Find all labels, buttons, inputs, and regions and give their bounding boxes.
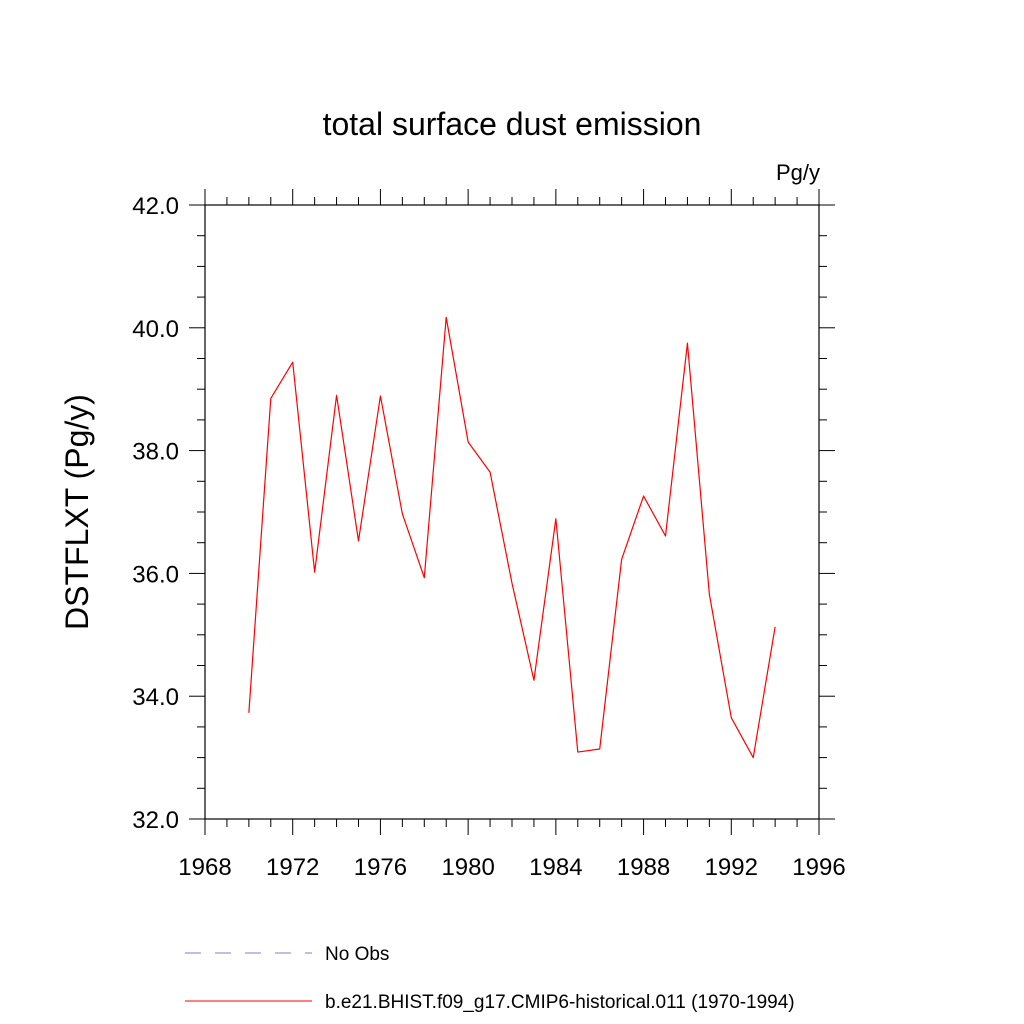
y-axis: 32.0 34.0 36.0 38.0 40.0 42.0 bbox=[132, 193, 835, 834]
series-line bbox=[248, 316, 776, 759]
x-axis: 1968 1972 1976 1980 1984 1988 1992 1996 bbox=[178, 189, 846, 881]
y-tick-label: 32.0 bbox=[132, 807, 179, 834]
y-tick-label: 38.0 bbox=[132, 439, 179, 466]
plot-frame bbox=[204, 204, 820, 820]
y-tick-label: 42.0 bbox=[132, 193, 179, 220]
units-label: Pg/y bbox=[776, 160, 820, 185]
y-tick-label: 36.0 bbox=[132, 561, 179, 588]
chart-title: total surface dust emission bbox=[323, 106, 702, 142]
y-tick-label: 40.0 bbox=[132, 316, 179, 343]
legend: No Obs b.e21.BHIST.f09_g17.CMIP6-histori… bbox=[185, 944, 795, 1013]
legend-label-model: b.e21.BHIST.f09_g17.CMIP6-historical.011… bbox=[325, 992, 795, 1013]
x-tick-label: 1984 bbox=[529, 854, 582, 881]
series-layer bbox=[248, 316, 776, 759]
x-tick-label: 1968 bbox=[178, 854, 231, 881]
x-tick-label: 1996 bbox=[792, 854, 845, 881]
y-tick-label: 34.0 bbox=[132, 684, 179, 711]
x-tick-label: 1976 bbox=[354, 854, 407, 881]
x-tick-label: 1972 bbox=[266, 854, 319, 881]
x-tick-label: 1980 bbox=[441, 854, 494, 881]
legend-label-no-obs: No Obs bbox=[325, 944, 389, 965]
x-tick-label: 1992 bbox=[705, 854, 758, 881]
x-tick-label: 1988 bbox=[617, 854, 670, 881]
y-axis-label: DSTFLXT (Pg/y) bbox=[59, 394, 95, 630]
